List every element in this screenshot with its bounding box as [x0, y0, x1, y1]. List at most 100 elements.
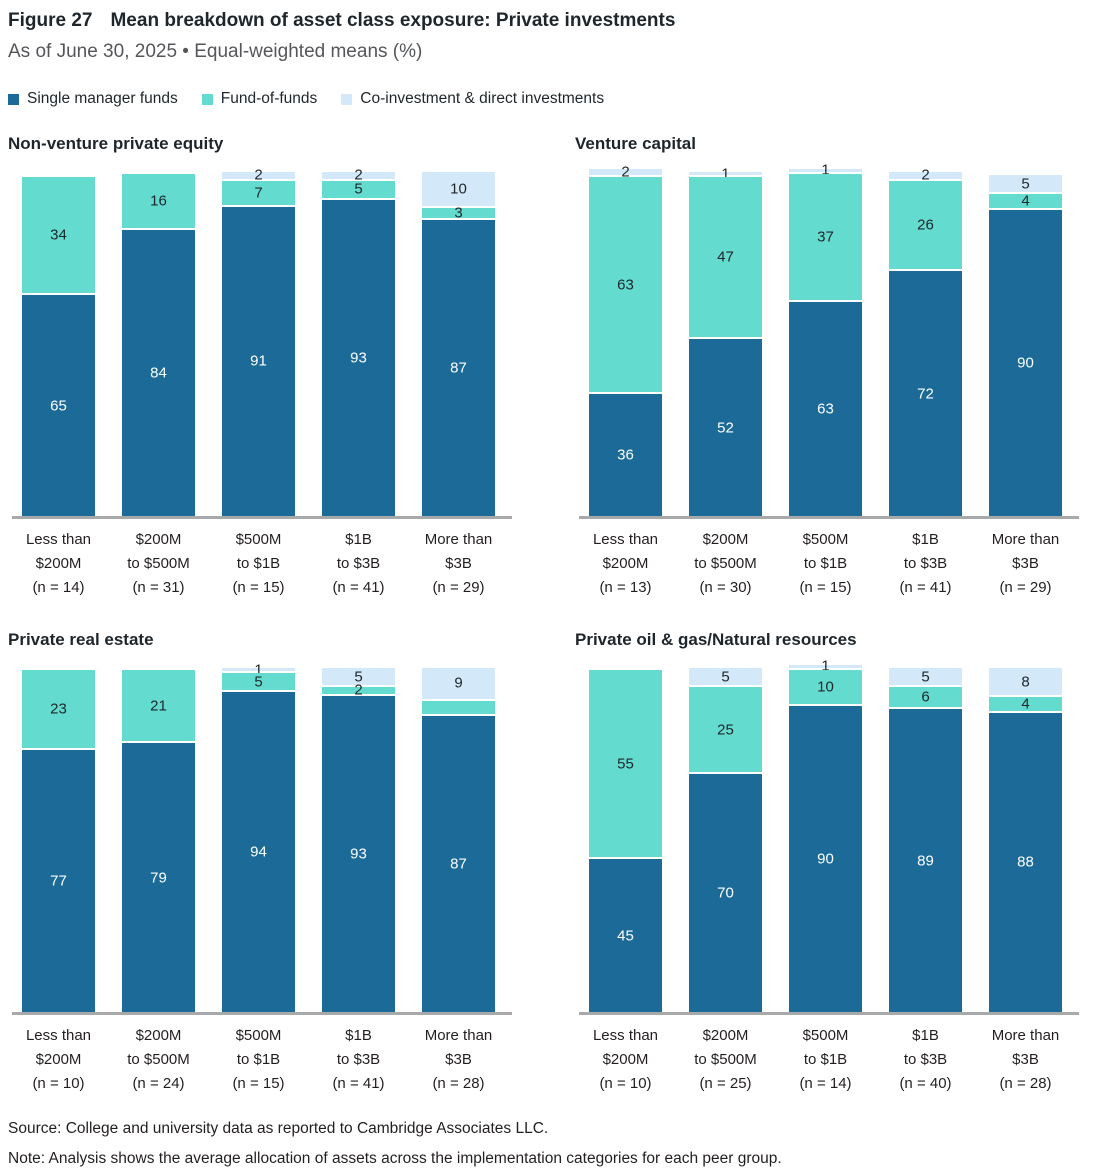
segment-value-label: 79 [150, 869, 167, 887]
segment-value-label: 90 [817, 850, 834, 868]
category-label: Less than $200M (n = 14) [22, 528, 95, 600]
category-label-line: (n = 29) [999, 579, 1052, 596]
bar-segment-co-investment-direct-investments: 1 [689, 166, 762, 181]
category-label: More than $3B (n = 29) [422, 528, 495, 600]
legend-swatch-icon [341, 93, 353, 105]
segment-value-label: 37 [817, 228, 834, 246]
charts-grid: Non-venture private equity 34 65 16 84 2 7 91 2… [8, 134, 1112, 1096]
category-label-line: $200M [702, 531, 749, 548]
category-label: $1B to $3B (n = 41) [322, 528, 395, 600]
bar-segment-single-manager-funds: 90 [989, 210, 1062, 516]
category-label: $1B to $3B (n = 41) [322, 1024, 395, 1096]
category-label: More than $3B (n = 29) [989, 528, 1062, 600]
category-label: $1B to $3B (n = 40) [889, 1024, 962, 1096]
legend-label: Fund-of-funds [220, 90, 318, 107]
bar-segment-single-manager-funds: 65 [22, 295, 95, 516]
segment-value-label: 94 [250, 843, 267, 861]
segment-value-label: 2 [354, 166, 363, 184]
bar-segment-co-investment-direct-investments: 2 [222, 168, 295, 183]
segment-value-label: 93 [350, 845, 367, 863]
category-label-line: Less than [592, 531, 659, 548]
chart-non-venture-private-equity: Non-venture private equity 34 65 16 84 2 7 91 2… [8, 134, 545, 600]
category-label-line: Less than [592, 1027, 659, 1044]
category-label-line: (n = 41) [332, 579, 385, 596]
chart-title: Private oil & gas/Natural resources [575, 630, 857, 649]
category-label-line: to $1B [803, 1051, 848, 1068]
plot-area: 23 77 21 79 1 5 94 5 2 93 9 87 [8, 662, 545, 1012]
category-label-line: (n = 15) [232, 579, 285, 596]
category-label-line: Less than [25, 1027, 92, 1044]
plot-area: 2 63 36 1 47 52 1 37 63 2 26 72 5 4 90 [575, 163, 1112, 516]
category-label-line: More than [424, 1027, 493, 1044]
bar-segment-fund-of-funds: 47 [689, 177, 762, 338]
category-label-line: (n = 24) [132, 1075, 185, 1092]
bar-segment-single-manager-funds: 45 [589, 859, 662, 1012]
segment-value-label: 2 [921, 166, 930, 184]
bar-segment-fund-of-funds: 6 [889, 687, 962, 708]
bar-segment-fund-of-funds: 7 [222, 180, 295, 205]
bar-segment-fund-of-funds: 3 [422, 204, 495, 222]
segment-value-label: 91 [250, 352, 267, 370]
segment-value-label: 84 [150, 364, 167, 382]
stacked-bar: 1 5 94 [222, 662, 295, 1012]
segment-value-label: 36 [617, 446, 634, 464]
category-label-line: to $500M [694, 1051, 757, 1068]
bar-segment-fund-of-funds: 16 [122, 174, 195, 229]
segment-value-label: 5 [721, 668, 730, 685]
segment-value-label: 52 [717, 419, 734, 437]
segment-value-label: 5 [254, 673, 263, 691]
segment-value-label: 47 [717, 248, 734, 266]
bar-segment-fund-of-funds: 37 [789, 174, 862, 300]
stacked-bar: 2 63 36 [589, 165, 662, 516]
stacked-bar: 55 45 [589, 670, 662, 1012]
segment-value-label: 5 [921, 668, 930, 686]
category-label-line: $500M [235, 531, 282, 548]
bar-segment-single-manager-funds: 72 [889, 271, 962, 516]
category-label: Less than $200M (n = 13) [589, 528, 662, 600]
chart-title: Venture capital [575, 134, 696, 153]
category-label-line: $1B [912, 1027, 939, 1044]
bar-segment-co-investment-direct-investments: 2 [322, 168, 395, 183]
bar-segment-fund-of-funds: 2 [322, 683, 395, 698]
bar-segment-single-manager-funds: 93 [322, 199, 395, 516]
bar-segment-fund-of-funds: 25 [689, 687, 762, 772]
category-label-line: to $1B [803, 555, 848, 572]
chart-title: Private real estate [8, 630, 154, 649]
category-label-line: (n = 25) [699, 1075, 752, 1092]
category-label-line: to $500M [127, 1051, 190, 1068]
bar-segment-fund-of-funds: 4 [989, 697, 1062, 712]
bar-segment-co-investment-direct-investments: 10 [422, 172, 495, 207]
category-label: $500M to $1B (n = 15) [222, 1024, 295, 1096]
segment-value-label: 89 [917, 852, 934, 870]
bar-segment-co-investment-direct-investments: 2 [589, 165, 662, 180]
category-label-line: $3B [445, 555, 472, 572]
bar-segment-fund-of-funds: 63 [589, 177, 662, 392]
figure-subtitle: As of June 30, 2025 • Equal-weighted mea… [8, 41, 423, 62]
legend: Single manager funds Fund-of-funds Co-in… [8, 90, 1112, 108]
bar-segment-single-manager-funds: 89 [889, 709, 962, 1012]
bar-segment-single-manager-funds: 70 [689, 774, 762, 1012]
figure-number: Figure 27 [8, 10, 93, 31]
category-label-line: $1B [345, 1027, 372, 1044]
segment-value-label: 3 [454, 204, 463, 222]
stacked-bar: 5 25 70 [689, 668, 762, 1012]
segment-value-label: 26 [917, 216, 934, 234]
bar-segment-single-manager-funds: 79 [122, 743, 195, 1012]
category-label-line: $500M [802, 1027, 849, 1044]
segment-value-label: 70 [717, 884, 734, 902]
figure-footnotes: Source: College and university data as r… [8, 1114, 1112, 1174]
stacked-bar: 1 10 90 [789, 659, 862, 1012]
category-label: Less than $200M (n = 10) [22, 1024, 95, 1096]
bar-segment-fund-of-funds: 5 [322, 180, 395, 198]
category-axis-labels: Less than $200M (n = 14) $200M to $500M (n = … [8, 528, 545, 600]
segment-value-label: 45 [617, 927, 634, 944]
bar-segment-fund-of-funds: 26 [889, 180, 962, 270]
bar-segment-co-investment-direct-investments: 1 [789, 659, 862, 674]
category-label-line: More than [991, 1027, 1060, 1044]
bar-segment-fund-of-funds: 55 [589, 670, 662, 857]
x-axis-line [579, 516, 1079, 519]
category-label: More than $3B (n = 28) [422, 1024, 495, 1096]
stacked-bar: 8 4 88 [989, 668, 1062, 1012]
chart-private-oil-gas-natural-resources: Private oil & gas/Natural resources 55 45… [575, 630, 1112, 1096]
